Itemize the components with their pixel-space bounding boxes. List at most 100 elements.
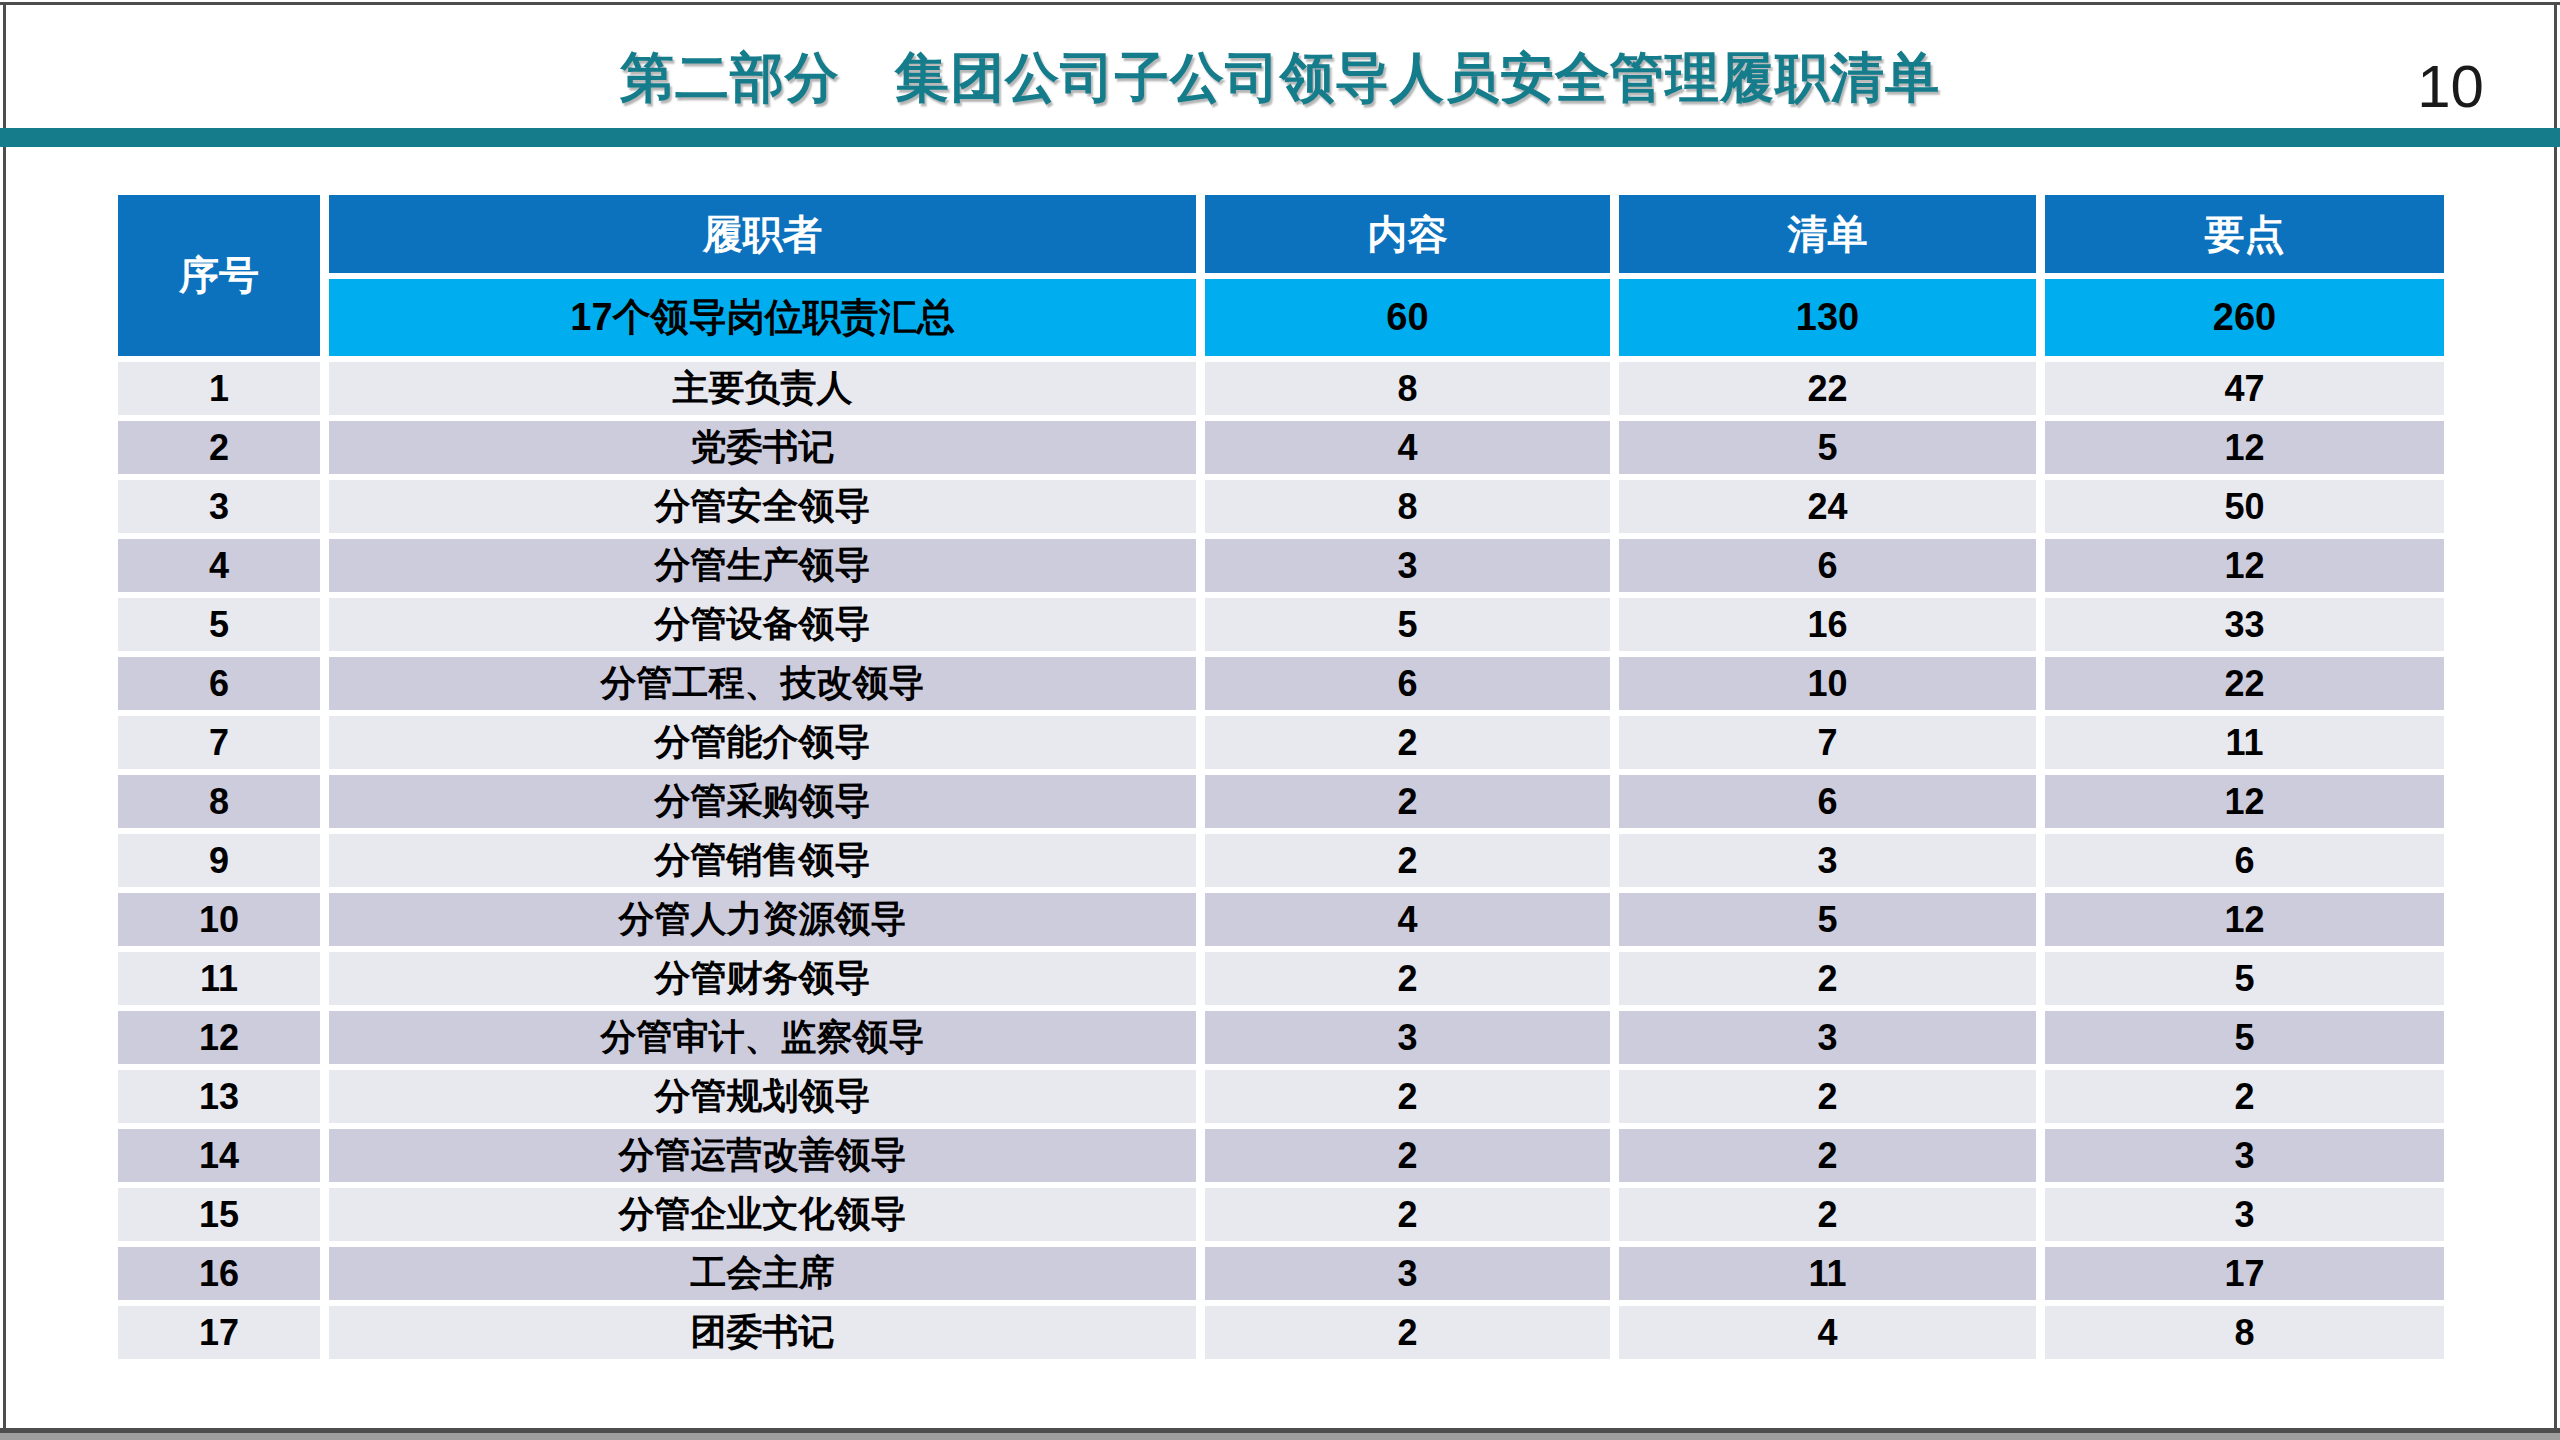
row-performer-cell: 主要负责人	[329, 362, 1196, 415]
row-seq-cell: 3	[118, 480, 320, 533]
title-divider-band	[0, 128, 2560, 147]
row-list-cell: 11	[1619, 1247, 2036, 1300]
row-content-cell: 5	[1205, 598, 1610, 651]
page-title: 第二部分 集团公司子公司领导人员安全管理履职清单	[0, 42, 2560, 115]
row-points-cell: 6	[2045, 834, 2444, 887]
row-seq-cell: 8	[118, 775, 320, 828]
row-list-cell: 5	[1619, 893, 2036, 946]
row-content-cell: 2	[1205, 952, 1610, 1005]
row-performer-cell: 分管财务领导	[329, 952, 1196, 1005]
row-content-cell: 2	[1205, 775, 1610, 828]
row-content-cell: 2	[1205, 1188, 1610, 1241]
row-points-cell: 5	[2045, 1011, 2444, 1064]
row-list-cell: 2	[1619, 1070, 2036, 1123]
row-content-cell: 2	[1205, 834, 1610, 887]
row-seq-cell: 7	[118, 716, 320, 769]
row-performer-cell: 分管设备领导	[329, 598, 1196, 651]
row-points-cell: 5	[2045, 952, 2444, 1005]
row-points-cell: 12	[2045, 775, 2444, 828]
row-points-cell: 17	[2045, 1247, 2444, 1300]
row-content-cell: 3	[1205, 539, 1610, 592]
row-performer-cell: 分管运营改善领导	[329, 1129, 1196, 1182]
row-content-cell: 3	[1205, 1247, 1610, 1300]
row-points-cell: 22	[2045, 657, 2444, 710]
row-content-cell: 2	[1205, 1129, 1610, 1182]
row-list-cell: 3	[1619, 834, 2036, 887]
row-points-cell: 12	[2045, 539, 2444, 592]
row-performer-cell: 团委书记	[329, 1306, 1196, 1359]
row-list-cell: 5	[1619, 421, 2036, 474]
slide-border-right	[2554, 2, 2557, 1432]
row-list-cell: 4	[1619, 1306, 2036, 1359]
summary-list: 130	[1619, 279, 2036, 356]
row-list-cell: 16	[1619, 598, 2036, 651]
page-number: 10	[2417, 52, 2484, 121]
row-points-cell: 47	[2045, 362, 2444, 415]
column-header-list: 清单	[1619, 195, 2036, 273]
row-content-cell: 8	[1205, 362, 1610, 415]
row-points-cell: 12	[2045, 893, 2444, 946]
row-points-cell: 12	[2045, 421, 2444, 474]
row-seq-cell: 9	[118, 834, 320, 887]
row-performer-cell: 分管规划领导	[329, 1070, 1196, 1123]
row-points-cell: 8	[2045, 1306, 2444, 1359]
row-performer-cell: 分管能介领导	[329, 716, 1196, 769]
slide-border-top	[0, 2, 2560, 5]
duty-performance-table: 序号 履职者 内容 清单 要点 17个领导岗位职责汇总 60 130 260 1…	[118, 195, 2444, 1359]
row-content-cell: 4	[1205, 893, 1610, 946]
row-list-cell: 7	[1619, 716, 2036, 769]
row-seq-cell: 5	[118, 598, 320, 651]
slide-border-bottom-shadow	[0, 1433, 2560, 1440]
row-performer-cell: 分管审计、监察领导	[329, 1011, 1196, 1064]
row-seq-cell: 12	[118, 1011, 320, 1064]
row-seq-cell: 4	[118, 539, 320, 592]
row-performer-cell: 分管生产领导	[329, 539, 1196, 592]
row-list-cell: 24	[1619, 480, 2036, 533]
row-list-cell: 22	[1619, 362, 2036, 415]
slide-border-left	[3, 2, 6, 1432]
row-performer-cell: 分管工程、技改领导	[329, 657, 1196, 710]
row-content-cell: 2	[1205, 1070, 1610, 1123]
row-content-cell: 4	[1205, 421, 1610, 474]
row-list-cell: 2	[1619, 1129, 2036, 1182]
column-header-content: 内容	[1205, 195, 1610, 273]
row-seq-cell: 6	[118, 657, 320, 710]
row-performer-cell: 分管采购领导	[329, 775, 1196, 828]
row-performer-cell: 分管企业文化领导	[329, 1188, 1196, 1241]
row-performer-cell: 分管人力资源领导	[329, 893, 1196, 946]
row-content-cell: 6	[1205, 657, 1610, 710]
row-performer-cell: 党委书记	[329, 421, 1196, 474]
row-seq-cell: 17	[118, 1306, 320, 1359]
row-list-cell: 6	[1619, 539, 2036, 592]
row-content-cell: 3	[1205, 1011, 1610, 1064]
row-seq-cell: 11	[118, 952, 320, 1005]
row-seq-cell: 1	[118, 362, 320, 415]
row-content-cell: 8	[1205, 480, 1610, 533]
row-points-cell: 2	[2045, 1070, 2444, 1123]
row-seq-cell: 15	[118, 1188, 320, 1241]
row-content-cell: 2	[1205, 1306, 1610, 1359]
column-header-points: 要点	[2045, 195, 2444, 273]
row-performer-cell: 分管销售领导	[329, 834, 1196, 887]
row-seq-cell: 14	[118, 1129, 320, 1182]
row-list-cell: 3	[1619, 1011, 2036, 1064]
row-list-cell: 2	[1619, 952, 2036, 1005]
row-seq-cell: 16	[118, 1247, 320, 1300]
summary-content: 60	[1205, 279, 1610, 356]
summary-points: 260	[2045, 279, 2444, 356]
row-seq-cell: 2	[118, 421, 320, 474]
row-list-cell: 10	[1619, 657, 2036, 710]
column-header-performer: 履职者	[329, 195, 1196, 273]
row-points-cell: 3	[2045, 1188, 2444, 1241]
row-content-cell: 2	[1205, 716, 1610, 769]
row-seq-cell: 10	[118, 893, 320, 946]
summary-performer: 17个领导岗位职责汇总	[329, 279, 1196, 356]
row-points-cell: 50	[2045, 480, 2444, 533]
row-points-cell: 11	[2045, 716, 2444, 769]
row-performer-cell: 分管安全领导	[329, 480, 1196, 533]
row-list-cell: 2	[1619, 1188, 2036, 1241]
row-seq-cell: 13	[118, 1070, 320, 1123]
row-points-cell: 33	[2045, 598, 2444, 651]
row-points-cell: 3	[2045, 1129, 2444, 1182]
column-header-seq: 序号	[118, 195, 320, 356]
